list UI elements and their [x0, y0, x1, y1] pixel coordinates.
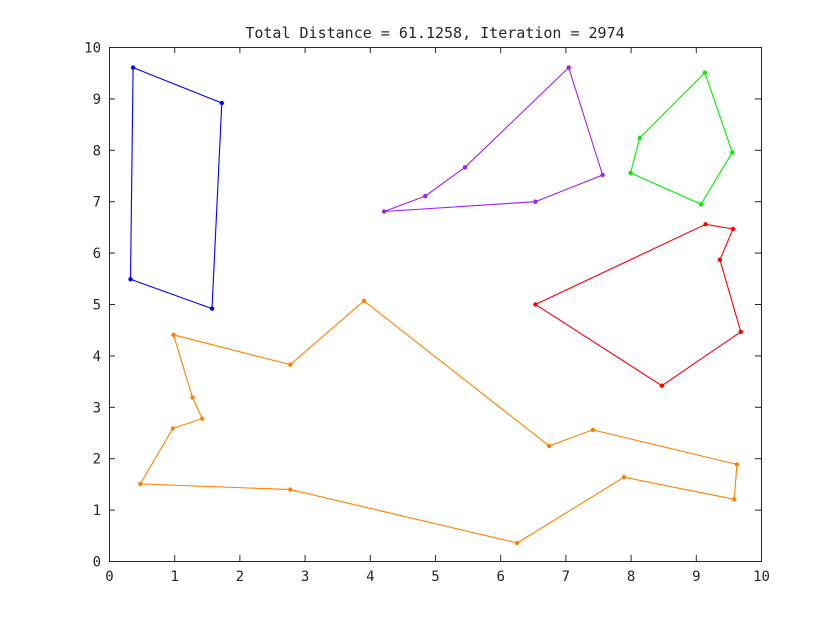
route-5-point-3 [590, 427, 595, 433]
route-5-point-13 [171, 332, 176, 337]
route-2-point-1 [566, 65, 571, 70]
y-tick-label: 8 [93, 143, 101, 159]
y-tick-label: 1 [93, 503, 101, 519]
route-4-point-5 [659, 383, 665, 388]
y-tick-label: 10 [84, 41, 101, 57]
route-5-point-6 [621, 475, 627, 480]
y-tick-label: 9 [93, 92, 101, 108]
route-4-path [534, 223, 742, 387]
route-1-point-2 [219, 100, 224, 106]
route-2-point-5 [423, 193, 428, 199]
route-2-point-2 [600, 172, 605, 178]
x-tick-label: 10 [753, 569, 770, 585]
route-4-point-6 [533, 302, 538, 307]
y-tick-label: 4 [93, 349, 101, 365]
route-5-point-9 [138, 481, 143, 487]
route-2-point-3 [533, 199, 538, 204]
x-tick-label: 7 [562, 569, 570, 585]
route-2-path [383, 66, 604, 213]
route-1-point-4 [128, 277, 133, 282]
x-tick-label: 0 [105, 569, 113, 585]
route-1 [128, 65, 224, 311]
chart-title: Total Distance = 61.1258, Iteration = 29… [245, 24, 624, 42]
route-5-point-5 [732, 497, 737, 502]
route-5-point-7 [515, 540, 520, 546]
route-4-point-4 [738, 329, 743, 334]
route-5-point-10 [170, 426, 176, 431]
y-tick-label: 0 [93, 555, 101, 571]
route-1-path [129, 66, 223, 310]
route-4-point-2 [730, 226, 736, 232]
route-2-point-6 [462, 165, 468, 170]
x-tick-label: 2 [236, 569, 244, 585]
route-3-point-2 [730, 150, 735, 155]
route-4-point-1 [703, 222, 708, 227]
route-3-point-5 [637, 135, 642, 141]
routes [128, 65, 743, 546]
y-tick-label: 7 [93, 195, 101, 211]
route-3-point-4 [628, 170, 633, 176]
route-1-point-1 [130, 65, 136, 70]
route-3-point-3 [698, 202, 704, 207]
route-3-path [629, 71, 733, 206]
route-2 [381, 65, 605, 214]
x-tick-label: 1 [170, 569, 178, 585]
route-3-point-1 [702, 70, 708, 75]
route-3 [628, 70, 735, 207]
x-tick-label: 9 [692, 569, 700, 585]
route-5-point-11 [200, 416, 205, 421]
route-2-point-4 [381, 209, 387, 214]
route-5-point-4 [734, 462, 740, 467]
y-tick-label: 3 [93, 400, 101, 416]
y-tick-label: 5 [93, 298, 101, 314]
y-tick-label: 6 [93, 246, 101, 262]
route-5 [138, 298, 740, 546]
route-4 [533, 222, 743, 388]
route-5-point-1 [361, 298, 367, 304]
x-tick-label: 3 [301, 569, 309, 585]
route-5-point-14 [288, 362, 293, 367]
route-1-point-3 [209, 306, 215, 311]
plot-frame [109, 47, 762, 562]
route-5-point-8 [288, 487, 293, 492]
route-5-path [139, 300, 738, 544]
y-tick-label: 2 [93, 452, 101, 468]
x-tick-label: 4 [366, 569, 374, 585]
route-5-point-12 [190, 395, 195, 400]
x-tick-label: 6 [496, 569, 504, 585]
route-5-point-2 [546, 443, 552, 449]
x-tick-label: 8 [627, 569, 635, 585]
axes: 0 1 2 3 4 5 6 7 8 9 10 0 1 2 3 4 5 6 7 8 9 10 [84, 41, 770, 586]
x-tick-label: 5 [431, 569, 439, 585]
route-4-point-3 [717, 257, 723, 262]
